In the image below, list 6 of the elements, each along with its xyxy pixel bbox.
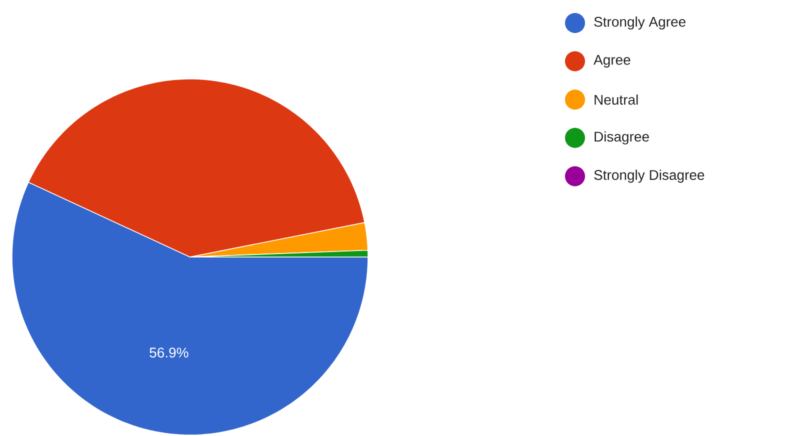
legend-label: Agree: [594, 55, 630, 68]
data-label: 56.9%: [150, 348, 188, 358]
legend-label: Neutral: [594, 94, 638, 105]
legend-label: Strongly Disagree: [594, 170, 704, 183]
legend-label: Disagree: [594, 131, 649, 144]
legend-label: Strongly Agree: [594, 16, 686, 30]
